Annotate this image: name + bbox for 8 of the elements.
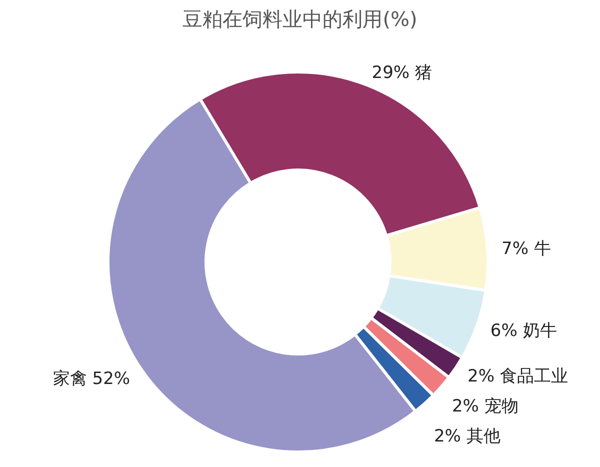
slice-label: 29% 猪	[372, 62, 432, 83]
chart-title: 豆粕在饲料业中的利用(%)	[182, 7, 418, 31]
slice-label: 7% 牛	[502, 238, 551, 259]
slice-label: 2% 食品工业	[468, 366, 568, 386]
slice-label: 6% 奶牛	[490, 320, 557, 341]
slice-label: 2% 其他	[434, 426, 500, 446]
slice-label: 家禽 52%	[52, 368, 130, 389]
slice-label: 2% 宠物	[452, 396, 518, 416]
